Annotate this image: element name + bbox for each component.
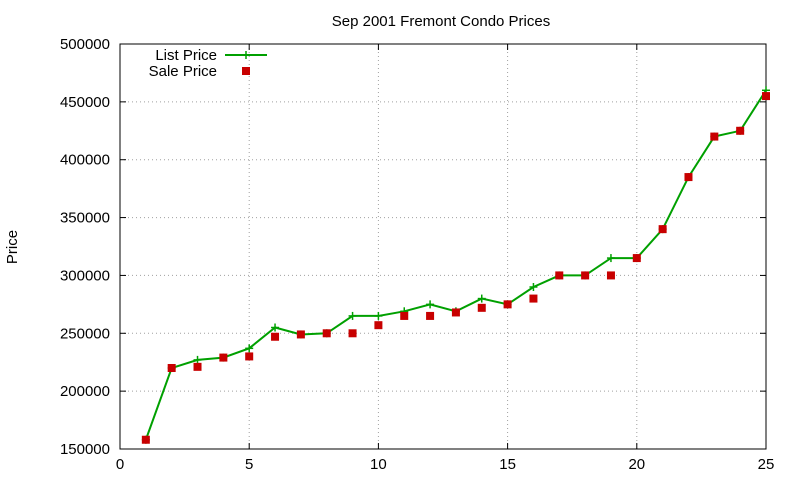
sale-price-point — [632, 254, 641, 263]
list-price-point — [193, 355, 202, 364]
series — [141, 86, 770, 444]
list-price-point — [606, 254, 615, 263]
sale-price-point — [710, 132, 719, 141]
x-tick-label: 20 — [628, 456, 645, 473]
list-price-point — [477, 294, 486, 303]
y-tick-label: 450000 — [60, 94, 110, 111]
sale-price-point — [271, 332, 280, 341]
x-tick-label: 15 — [499, 456, 516, 473]
list-price-point — [426, 300, 435, 309]
sale-price-point — [374, 321, 383, 330]
sale-price-point — [581, 271, 590, 280]
plot-border — [119, 43, 767, 450]
sale-price-point — [219, 353, 228, 362]
sale-price-point — [503, 300, 512, 309]
x-tick-label: 25 — [758, 456, 775, 473]
sale-price-point — [141, 435, 150, 444]
list-price-point — [245, 344, 254, 353]
series-1 — [141, 92, 770, 444]
y-tick-label: 150000 — [60, 441, 110, 458]
sale-price-point — [762, 92, 770, 101]
sale-price-point — [684, 173, 693, 182]
sale-price-point — [193, 362, 202, 371]
sale-price-point — [296, 330, 305, 339]
chart-title: Sep 2001 Fremont Condo Prices — [332, 13, 550, 30]
y-tick-label: 200000 — [60, 383, 110, 400]
y-tick-label: 500000 — [60, 36, 110, 53]
y-tick-label: 250000 — [60, 325, 110, 342]
sale-price-point — [529, 294, 538, 303]
sale-price-point — [400, 311, 409, 320]
y-tick-label: 400000 — [60, 152, 110, 169]
list-price-point — [271, 323, 280, 332]
list-price-point — [529, 283, 538, 291]
axis-ticks: 150000 200000 250000 300000 350000 400000 4500… — [60, 36, 774, 473]
legend-sample-marker — [242, 51, 250, 59]
x-tick-label: 5 — [245, 456, 253, 473]
list-price-point — [374, 311, 383, 320]
sale-price-point — [245, 352, 254, 361]
sale-price-point — [477, 303, 486, 312]
y-tick-label: 300000 — [60, 267, 110, 284]
x-tick-label: 10 — [370, 456, 387, 473]
sale-price-point — [348, 329, 357, 338]
legend-label: Sale Price — [149, 63, 217, 80]
sale-price-point — [322, 329, 331, 338]
y-tick-label: 350000 — [60, 210, 110, 227]
sale-price-point — [451, 308, 460, 317]
legend-label: List Price — [155, 47, 217, 64]
sale-price-point — [606, 271, 615, 280]
sale-price-point — [736, 126, 745, 135]
x-tick-label: 0 — [116, 456, 124, 473]
sale-price-point — [167, 364, 176, 372]
sale-price-point — [555, 271, 564, 280]
sale-price-point — [426, 311, 435, 320]
sale-price-point — [658, 225, 667, 234]
list-price-point — [348, 311, 357, 320]
legend-sample-marker — [242, 67, 250, 75]
y-axis-label: Price — [4, 230, 21, 264]
